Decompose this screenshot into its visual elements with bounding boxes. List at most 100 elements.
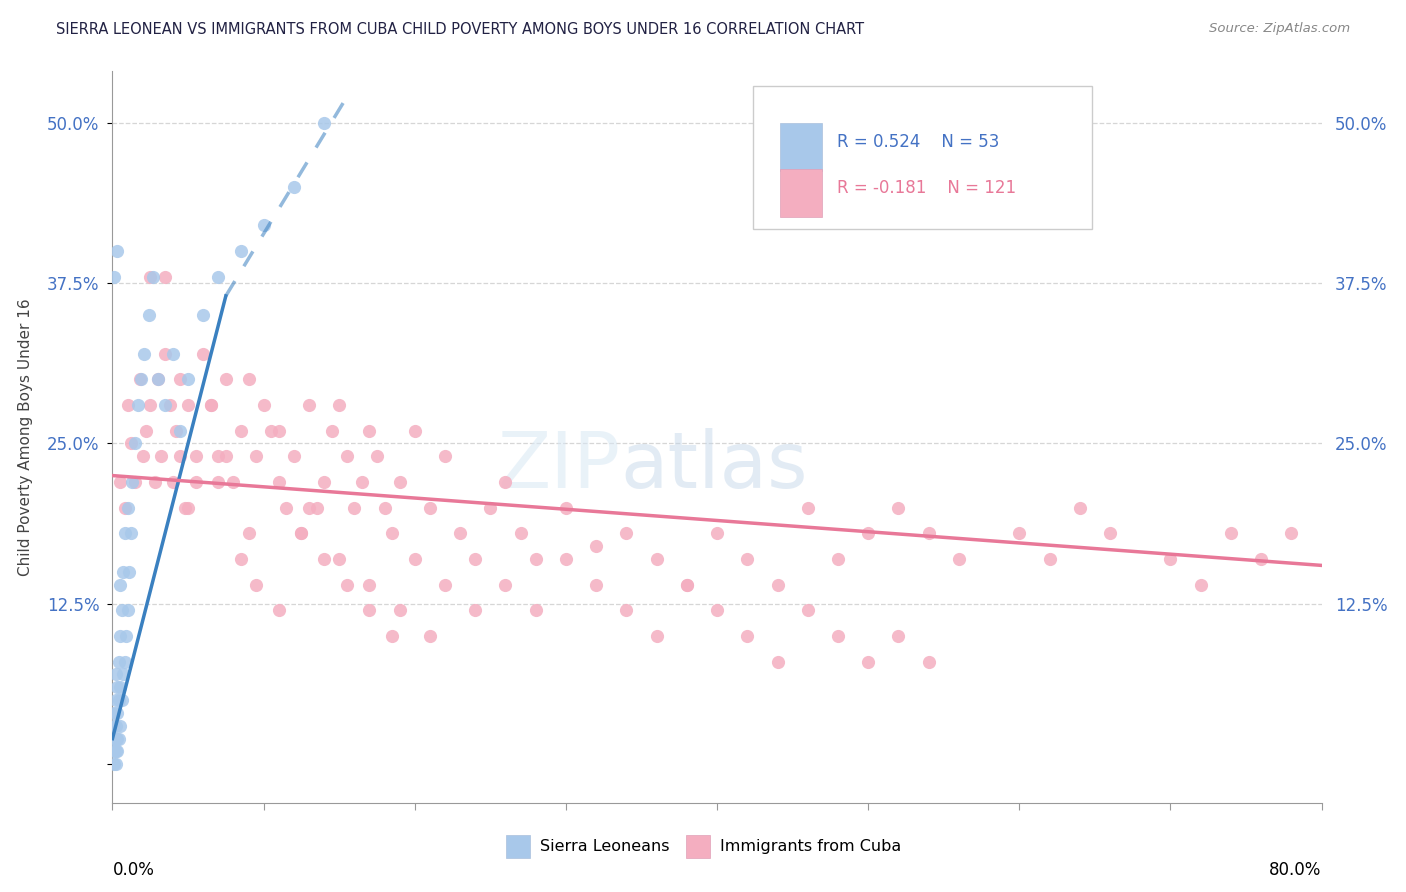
Point [887,500,910,515]
Point [207,269,229,284]
Point [449,526,471,541]
Point [103,757,125,772]
Point [129,372,152,386]
Point [104,719,127,733]
Point [155,346,177,360]
Point [108,681,131,695]
Point [464,603,486,617]
Point [105,244,128,258]
Point [328,398,350,412]
Point [283,179,305,194]
Point [359,603,381,617]
Point [114,655,136,669]
Point [381,629,404,643]
Point [1069,500,1091,515]
Point [388,603,411,617]
Point [124,475,146,489]
Point [134,346,156,360]
Point [314,116,336,130]
Point [146,372,169,386]
Point [200,398,222,412]
Point [117,500,139,515]
Point [104,667,127,681]
Point [118,565,141,579]
Point [120,526,142,541]
Point [162,346,184,360]
Point [1220,526,1243,541]
Point [115,629,138,643]
Point [169,372,191,386]
Point [215,372,238,386]
Bar [780,123,823,171]
Point [267,475,290,489]
Point [1008,526,1031,541]
Point [419,500,441,515]
Point [388,475,411,489]
Text: atlas: atlas [620,428,808,504]
Point [138,308,160,322]
Point [229,244,252,258]
Point [796,500,818,515]
Point [645,629,668,643]
Point [207,475,229,489]
Point [948,552,970,566]
Point [737,629,759,643]
Point [827,552,849,566]
Text: R = 0.524    N = 53: R = 0.524 N = 53 [837,133,1000,151]
Point [290,526,312,541]
Point [260,424,283,438]
Point [121,475,143,489]
Point [283,450,305,464]
Point [314,552,336,566]
Point [1098,526,1121,541]
Point [143,475,166,489]
Point [103,269,125,284]
Point [229,424,252,438]
Point [127,398,149,412]
Point [827,629,849,643]
Point [142,269,165,284]
Point [350,475,373,489]
Point [155,269,177,284]
Point [104,693,127,707]
Point [616,526,638,541]
Text: Immigrants from Cuba: Immigrants from Cuba [720,839,901,854]
Text: ZIP: ZIP [498,428,620,504]
Point [253,219,276,233]
Point [336,577,359,591]
Text: SIERRA LEONEAN VS IMMIGRANTS FROM CUBA CHILD POVERTY AMONG BOYS UNDER 16 CORRELA: SIERRA LEONEAN VS IMMIGRANTS FROM CUBA C… [56,22,865,37]
Point [464,552,486,566]
Point [298,500,321,515]
Point [766,655,789,669]
Point [117,398,139,412]
Point [238,526,260,541]
Point [107,655,129,669]
Point [585,577,607,591]
Point [105,706,128,720]
Point [128,372,150,386]
Point [149,450,172,464]
Point [238,372,260,386]
Point [433,450,456,464]
Point [1159,552,1181,566]
Point [135,424,157,438]
Point [1250,552,1272,566]
Point [253,398,276,412]
Point [108,629,131,643]
Point [495,475,517,489]
Point [139,269,162,284]
Point [139,398,162,412]
Point [105,731,128,746]
Point [110,693,132,707]
Point [276,500,298,515]
Point [114,500,136,515]
Point [359,424,381,438]
Point [114,526,136,541]
Text: R = -0.181    N = 121: R = -0.181 N = 121 [837,179,1017,197]
Point [495,577,517,591]
Point [112,565,135,579]
Point [675,577,697,591]
Point [1038,552,1062,566]
Point [585,539,607,553]
Point [215,450,238,464]
